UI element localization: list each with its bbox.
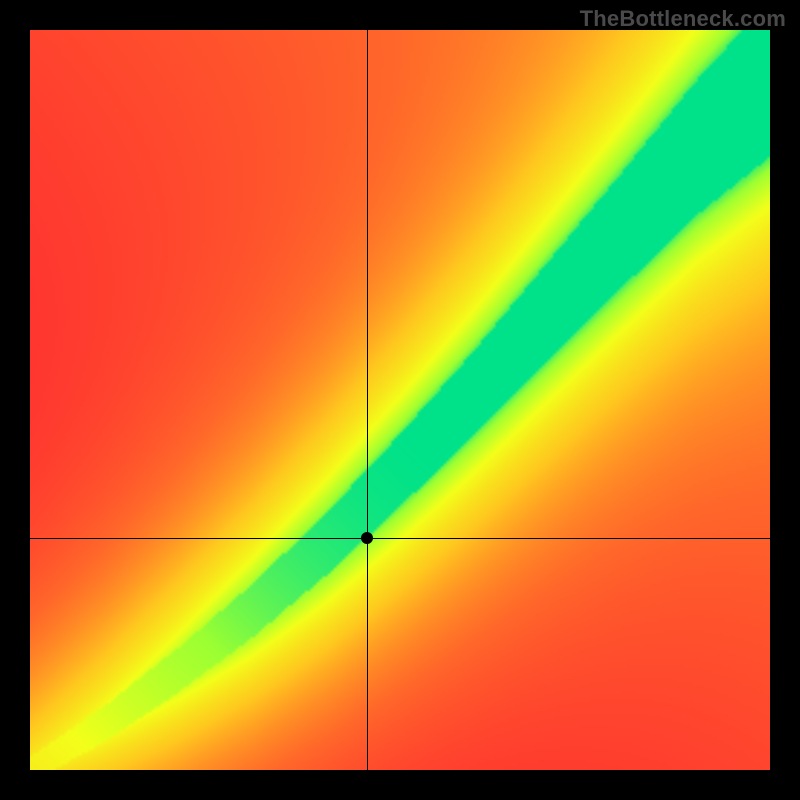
crosshair-marker bbox=[361, 532, 373, 544]
crosshair-horizontal bbox=[30, 538, 770, 539]
crosshair-vertical bbox=[367, 30, 368, 770]
watermark-text: TheBottleneck.com bbox=[580, 6, 786, 32]
heatmap-canvas bbox=[30, 30, 770, 770]
plot-area bbox=[30, 30, 770, 770]
